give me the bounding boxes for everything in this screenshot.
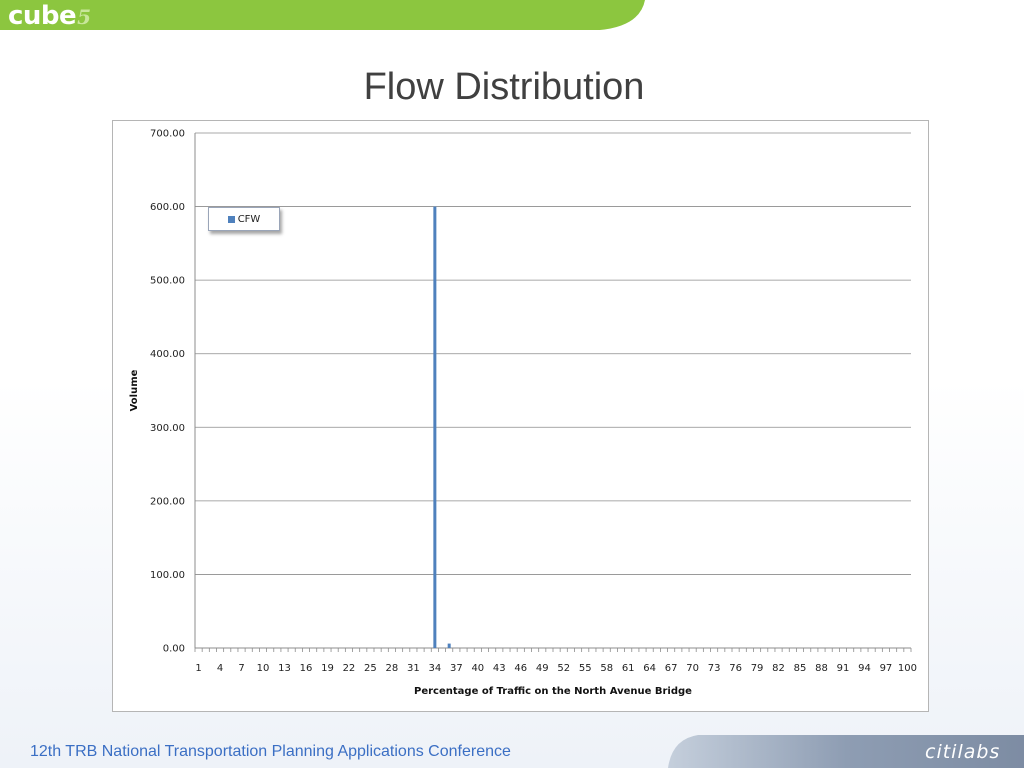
x-tick-label: 16	[300, 663, 313, 674]
x-tick-label: 19	[321, 663, 334, 674]
legend-label-cfw: CFW	[237, 213, 261, 225]
y-tick-label: 600.00	[150, 202, 185, 213]
x-tick-label: 49	[536, 663, 549, 674]
x-tick-label: 70	[686, 663, 699, 674]
top-banner	[0, 0, 645, 30]
footer-conference-text: 12th TRB National Transportation Plannin…	[30, 743, 511, 760]
bar	[433, 206, 437, 649]
chart: 0.00 100.00 200.00 300.00 400.00 500.00 600.00…	[129, 129, 917, 698]
x-tick-label: 76	[729, 663, 742, 674]
x-tick-label: 37	[450, 663, 463, 674]
logo-text: cube	[8, 1, 77, 31]
x-tick-label: 64	[643, 663, 656, 674]
x-tick-label: 10	[257, 663, 270, 674]
y-tick-label: 0.00	[163, 644, 185, 655]
legend-swatch-cfw	[227, 215, 235, 223]
x-tick-label: 79	[751, 663, 764, 674]
citilabs-logo: citilabs	[925, 741, 1001, 763]
x-tick-label: 25	[364, 663, 377, 674]
x-tick-label: 4	[217, 663, 223, 674]
x-tick-label: 67	[665, 663, 678, 674]
x-tick-label: 40	[471, 663, 484, 674]
x-tick-label: 58	[600, 663, 613, 674]
cube-logo: cube5	[8, 1, 91, 32]
x-tick-label: 52	[557, 663, 570, 674]
x-tick-label: 1	[195, 663, 201, 674]
x-tick-label: 100	[898, 663, 917, 674]
x-tick-label: 61	[622, 663, 635, 674]
y-tick-label: 200.00	[150, 496, 185, 507]
y-tick-label: 500.00	[150, 276, 185, 287]
y-tick-label: 700.00	[150, 129, 185, 140]
x-tick-label: 22	[343, 663, 356, 674]
x-tick-label: 28	[386, 663, 399, 674]
bar	[447, 643, 451, 648]
x-tick-label: 91	[837, 663, 850, 674]
x-tick-label: 97	[880, 663, 893, 674]
footer-banner	[668, 735, 1024, 768]
x-tick-label: 34	[428, 663, 441, 674]
chart-legend: CFW	[208, 207, 280, 231]
logo-number: 5	[77, 5, 91, 29]
x-tick-label: 31	[407, 663, 420, 674]
chart-frame: 0.00 100.00 200.00 300.00 400.00 500.00 600.00…	[112, 120, 929, 712]
x-tick-label: 73	[708, 663, 721, 674]
x-tick-label: 7	[238, 663, 244, 674]
x-tick-label: 46	[514, 663, 527, 674]
y-axis-title: Volume	[129, 369, 140, 411]
x-tick-label: 94	[858, 663, 871, 674]
x-axis-title: Percentage of Traffic on the North Avenu…	[414, 686, 692, 697]
slide-title: Flow Distribution	[363, 66, 645, 108]
x-tick-label: 43	[493, 663, 506, 674]
y-tick-label: 100.00	[150, 570, 185, 581]
x-tick-label: 85	[794, 663, 807, 674]
x-tick-label: 88	[815, 663, 828, 674]
y-tick-label: 400.00	[150, 349, 185, 360]
x-tick-label: 55	[579, 663, 592, 674]
y-tick-label: 300.00	[150, 423, 185, 434]
x-tick-label: 13	[278, 663, 291, 674]
x-tick-label: 82	[772, 663, 785, 674]
